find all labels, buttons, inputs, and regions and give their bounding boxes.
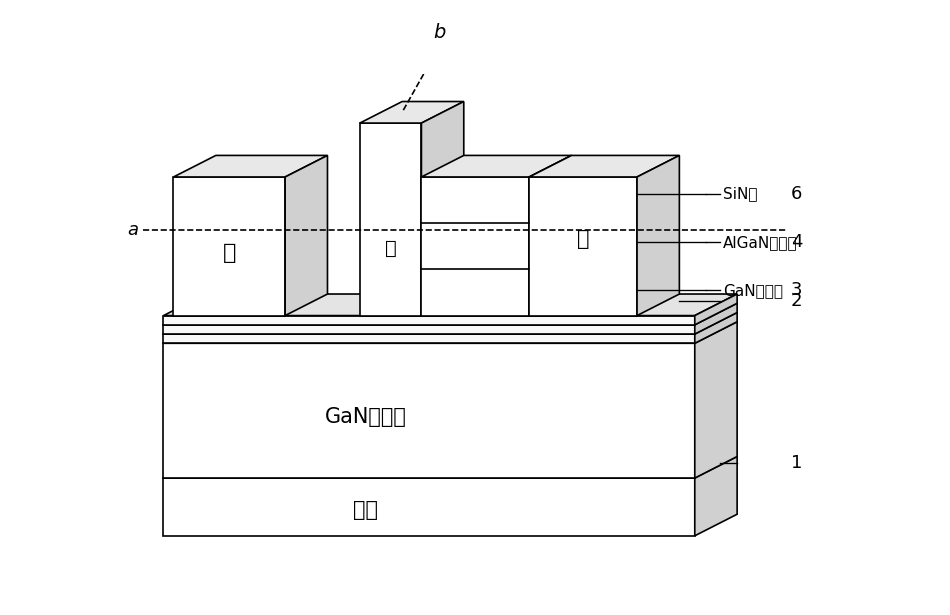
Text: b: b (433, 23, 446, 42)
Text: GaN沟道层: GaN沟道层 (723, 283, 783, 298)
Text: 6: 6 (791, 185, 803, 203)
Polygon shape (163, 334, 694, 343)
Polygon shape (163, 322, 737, 343)
Polygon shape (174, 177, 285, 315)
Text: 漏: 漏 (577, 229, 589, 249)
Polygon shape (163, 315, 694, 325)
Polygon shape (694, 322, 737, 478)
Polygon shape (163, 325, 694, 334)
Polygon shape (163, 456, 737, 478)
Polygon shape (529, 177, 637, 315)
Polygon shape (422, 156, 572, 177)
Polygon shape (637, 156, 679, 315)
Text: AlGaN势垒层: AlGaN势垒层 (723, 235, 798, 250)
Polygon shape (163, 312, 737, 334)
Text: 2: 2 (791, 292, 803, 310)
Polygon shape (163, 343, 694, 478)
Polygon shape (694, 456, 737, 536)
Polygon shape (174, 156, 328, 177)
Text: 源: 源 (222, 243, 236, 263)
Text: GaN缓冲层: GaN缓冲层 (325, 407, 407, 427)
Polygon shape (529, 156, 679, 177)
Polygon shape (360, 123, 422, 315)
Text: 4: 4 (791, 234, 803, 252)
Text: 3: 3 (791, 281, 803, 299)
Polygon shape (163, 303, 737, 325)
Polygon shape (694, 303, 737, 334)
Polygon shape (694, 294, 737, 325)
Polygon shape (529, 156, 572, 315)
Text: a: a (127, 221, 138, 239)
Polygon shape (360, 101, 464, 123)
Text: SiN层: SiN层 (723, 186, 758, 202)
Text: 削: 削 (385, 239, 396, 258)
Text: 1: 1 (791, 454, 803, 472)
Polygon shape (285, 156, 328, 315)
Polygon shape (422, 101, 464, 315)
Text: 衬底: 衬底 (352, 500, 378, 520)
Polygon shape (694, 312, 737, 343)
Polygon shape (163, 294, 737, 315)
Polygon shape (163, 478, 694, 536)
Polygon shape (422, 177, 529, 315)
